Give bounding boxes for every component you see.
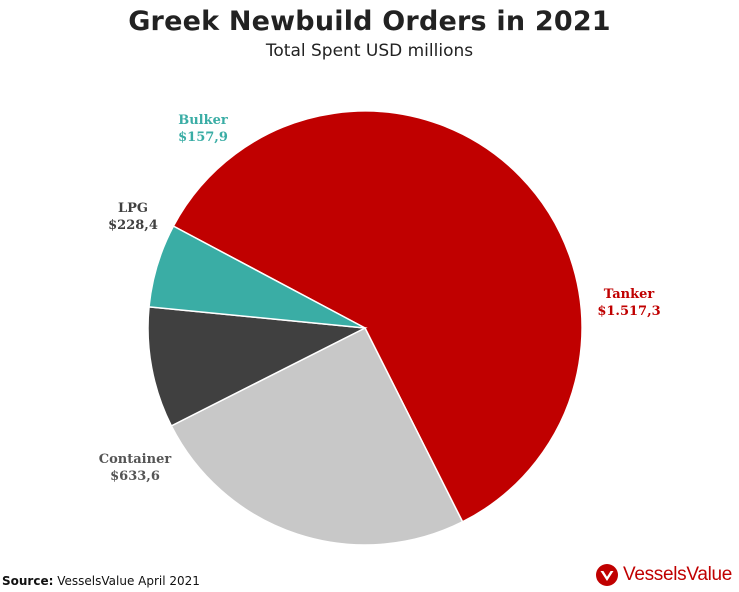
logo-mark-icon (596, 564, 618, 586)
source-label: Source: (2, 574, 54, 588)
logo-text: VesselsValue (623, 564, 733, 585)
slice-value-bulker: $157,9 (178, 130, 228, 145)
pie-slice-bulker (148, 225, 366, 329)
vesselsvalue-logo: VesselsValue (595, 561, 732, 589)
chart-subtitle: Total Spent USD millions (265, 41, 474, 61)
slice-name-bulker: Bulker (178, 113, 228, 128)
pie-slice-tanker (172, 110, 583, 523)
slice-value-lpg: $228,4 (108, 218, 158, 233)
pie-slices (147, 110, 583, 546)
chart-title: Greek Newbuild Orders in 2021 (128, 6, 611, 37)
source-text: VesselsValue April 2021 (57, 574, 200, 588)
pie-slice-container (170, 326, 464, 546)
slice-value-container: $633,6 (110, 469, 160, 484)
slice-name-container: Container (99, 452, 172, 467)
slice-name-tanker: Tanker (604, 287, 655, 302)
slice-name-lpg: LPG (118, 201, 148, 216)
source-note: Source: VesselsValue April 2021 (2, 574, 200, 588)
pie-labels: Tanker $1.517,3 Container $633,6 LPG $228,4 Bu… (99, 113, 661, 484)
pie-slice-lpg (147, 306, 368, 427)
slice-value-tanker: $1.517,3 (597, 304, 660, 319)
